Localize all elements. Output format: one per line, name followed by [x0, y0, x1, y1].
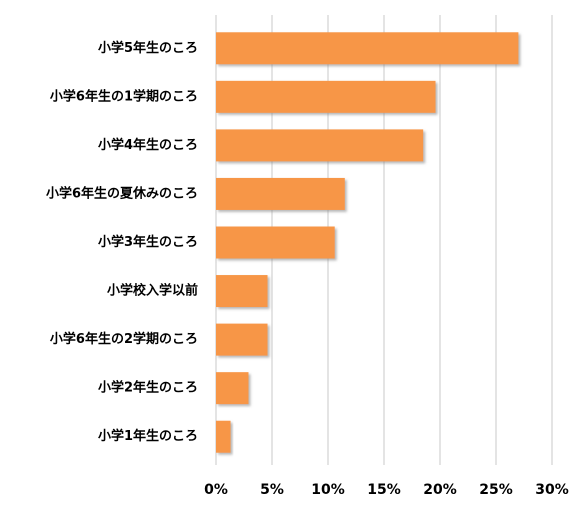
bar — [216, 226, 335, 259]
y-tick-label: 小学6年生の夏休みのころ — [46, 185, 198, 201]
bar — [216, 323, 268, 356]
bar — [216, 275, 268, 308]
bar — [216, 177, 345, 210]
x-tick-label: 25% — [479, 482, 513, 498]
x-tick-label: 30% — [535, 482, 569, 498]
x-tick-label: 20% — [423, 482, 457, 498]
y-tick-label: 小学校入学以前 — [107, 283, 198, 299]
x-tick-label: 5% — [260, 482, 284, 498]
x-tick-label: 10% — [311, 482, 345, 498]
y-tick-label: 小学6年生の1学期のころ — [50, 88, 198, 104]
y-tick-label: 小学3年生のころ — [98, 234, 198, 250]
y-tick-label: 小学1年生のころ — [98, 428, 198, 444]
bar — [216, 372, 249, 405]
y-tick-label: 小学5年生のころ — [98, 40, 198, 56]
y-tick-label: 小学4年生のころ — [98, 137, 198, 153]
bar — [216, 80, 436, 113]
y-tick-label: 小学2年生のころ — [98, 380, 198, 396]
bar — [216, 129, 424, 162]
x-tick-label: 15% — [367, 482, 401, 498]
y-tick-label: 小学6年生の2学期のころ — [50, 331, 198, 347]
bar — [216, 420, 231, 453]
bar — [216, 32, 519, 65]
x-tick-label: 0% — [204, 482, 228, 498]
